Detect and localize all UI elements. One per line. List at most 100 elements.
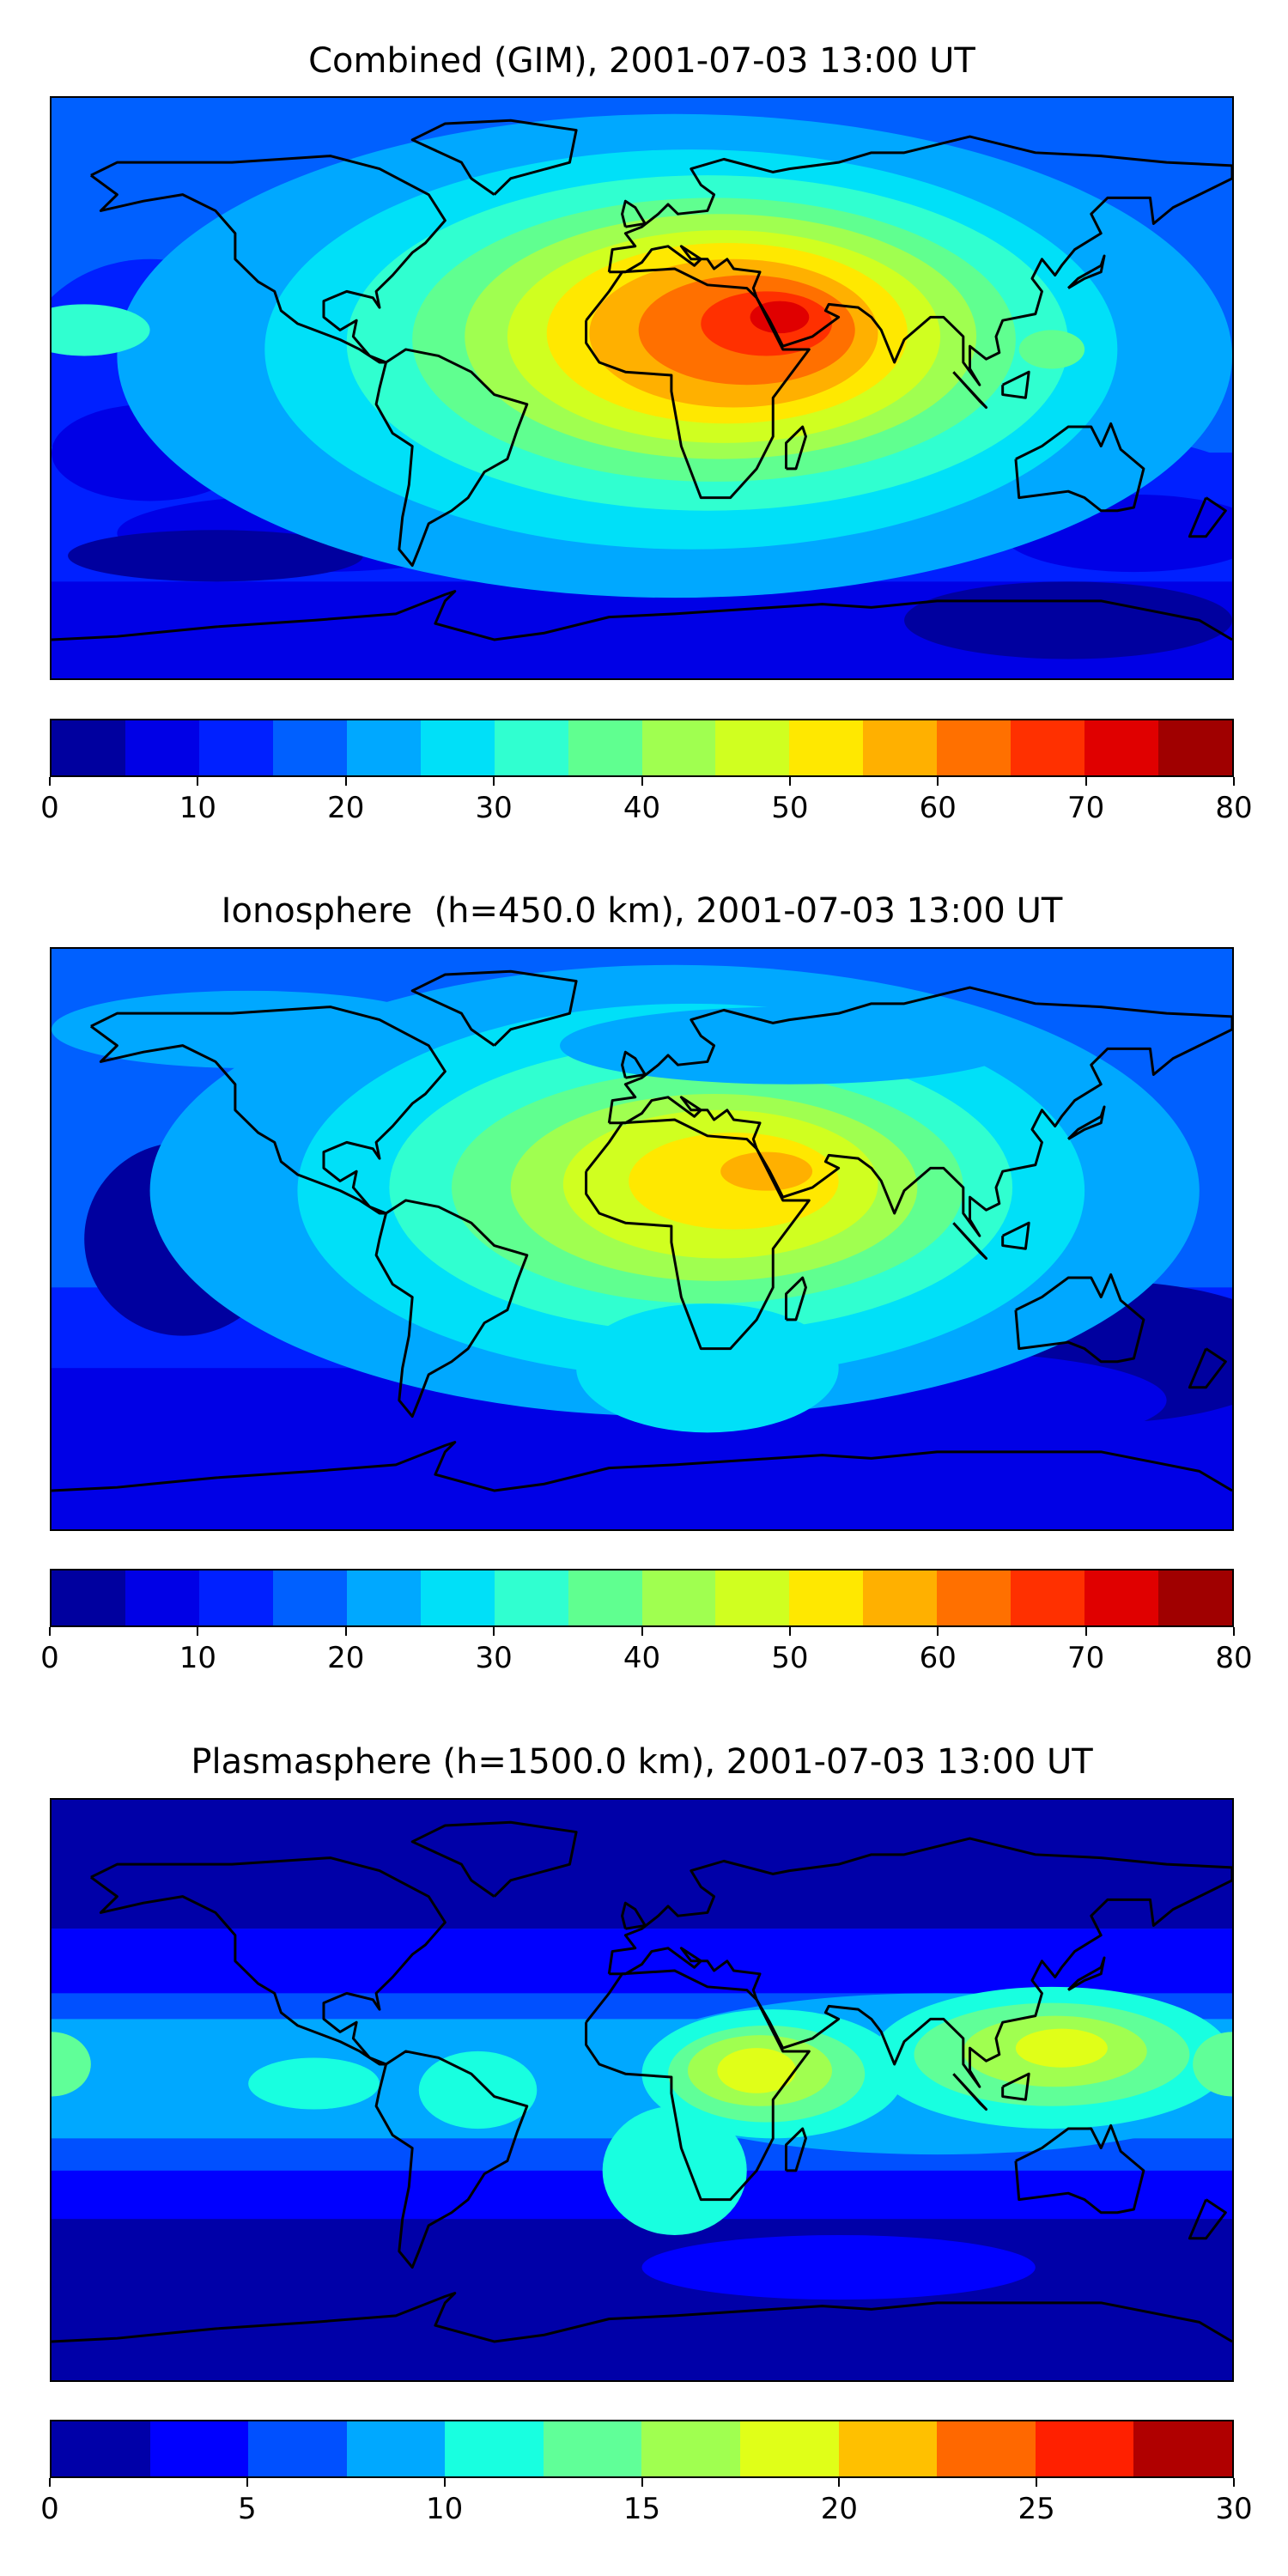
colorbar-segment bbox=[1084, 1571, 1159, 1625]
contour-level-region bbox=[560, 1006, 1019, 1084]
colorbar-ticks: 0 10 20 30 40 50 60 70 80 bbox=[40, 777, 1253, 829]
coastline-australia bbox=[1014, 2123, 1145, 2215]
tick-mark bbox=[788, 777, 791, 786]
coastline-north-america bbox=[89, 155, 447, 364]
contour-level-region bbox=[1018, 330, 1085, 369]
contour-level-region bbox=[602, 2105, 747, 2235]
colorbar bbox=[50, 2420, 1234, 2478]
tick-label: 20 bbox=[327, 1641, 365, 1675]
colorbar-segment bbox=[863, 1571, 938, 1625]
colorbar-segment bbox=[248, 2421, 347, 2476]
tick-mark bbox=[443, 2478, 446, 2487]
tick-mark bbox=[641, 777, 643, 786]
coastline-madagascar bbox=[785, 2127, 807, 2172]
coastline-new-zealand bbox=[1188, 2198, 1227, 2240]
tick-label: 60 bbox=[919, 791, 957, 825]
tick-label: 40 bbox=[623, 1641, 661, 1675]
coastline-great-britain bbox=[621, 1901, 647, 1930]
tick-mark bbox=[937, 1627, 939, 1636]
tick-label: 50 bbox=[771, 1641, 809, 1675]
contour-level-region bbox=[248, 2057, 380, 2110]
colorbar-segment bbox=[1011, 720, 1085, 775]
colorbar-segment bbox=[125, 1571, 199, 1625]
colorbar-ticks: 0 10 20 30 40 50 60 70 80 bbox=[40, 1627, 1253, 1679]
coastline-south-america bbox=[374, 1199, 529, 1419]
tick-label: 30 bbox=[475, 1641, 513, 1675]
tick-mark bbox=[197, 1627, 199, 1636]
contour-level-region bbox=[904, 581, 1232, 659]
colorbar-segment bbox=[272, 720, 347, 775]
coastline-new-zealand bbox=[1188, 496, 1227, 538]
contour-level-region bbox=[52, 2032, 91, 2097]
tick-mark bbox=[197, 777, 199, 786]
colorbar-segment bbox=[1011, 1571, 1085, 1625]
colorbar-segment bbox=[543, 2421, 642, 2476]
plot-title: Ionosphere (h=450.0 km), 2001-07-03 13:0… bbox=[221, 891, 1063, 931]
coastline-africa bbox=[585, 267, 811, 500]
coastline-north-america bbox=[89, 1005, 447, 1215]
tick-mark bbox=[493, 777, 495, 786]
contour-level-region bbox=[576, 1303, 839, 1433]
tick-mark bbox=[493, 1627, 495, 1636]
tick-mark bbox=[641, 2478, 643, 2487]
tick-label: 80 bbox=[1215, 1641, 1253, 1675]
coastline-eurasia bbox=[607, 1837, 1232, 2088]
colorbar-segment bbox=[420, 1571, 495, 1625]
map-plot bbox=[50, 1798, 1234, 2382]
coastline-antarctica bbox=[52, 2292, 1232, 2343]
colorbar-segment bbox=[52, 1571, 125, 1625]
coastline-greenland bbox=[410, 969, 578, 1047]
tick-mark bbox=[937, 777, 939, 786]
colorbar-segment bbox=[272, 1571, 347, 1625]
tick-mark bbox=[246, 2478, 248, 2487]
tick-mark bbox=[1036, 2478, 1038, 2487]
coastline-south-america bbox=[374, 348, 529, 568]
colorbar-segment bbox=[346, 720, 421, 775]
contour-map bbox=[52, 949, 1232, 1529]
tick-label: 5 bbox=[238, 2492, 257, 2526]
colorbar-segment bbox=[125, 720, 199, 775]
tick-mark bbox=[344, 1627, 347, 1636]
map-plot bbox=[50, 96, 1234, 680]
colorbar-segment bbox=[149, 2421, 249, 2476]
contour-level-region bbox=[68, 530, 363, 582]
contour-map bbox=[52, 1800, 1232, 2380]
tick-mark bbox=[1233, 777, 1235, 786]
colorbar-segment bbox=[198, 1571, 273, 1625]
coastline-madagascar bbox=[785, 425, 807, 471]
colorbar-segment bbox=[1158, 720, 1232, 775]
tick-label: 25 bbox=[1018, 2492, 1055, 2526]
colorbar-segment bbox=[1084, 720, 1159, 775]
contour-level-region bbox=[52, 2219, 1232, 2380]
coastline-madagascar bbox=[785, 1276, 807, 1321]
coastline-africa bbox=[585, 1118, 811, 1351]
tick-label: 15 bbox=[623, 2492, 661, 2526]
coastline-sumatra bbox=[952, 2073, 988, 2111]
tick-label: 50 bbox=[771, 791, 809, 825]
colorbar-segment bbox=[937, 2421, 1036, 2476]
colorbar-segment bbox=[494, 720, 568, 775]
coastline-antarctica bbox=[52, 1441, 1232, 1492]
coastline-borneo bbox=[1001, 1221, 1030, 1250]
tick-label: 30 bbox=[1215, 2492, 1253, 2526]
coastline-borneo bbox=[1001, 370, 1030, 399]
colorbar-segment bbox=[715, 720, 790, 775]
coastline-great-britain bbox=[621, 1050, 647, 1079]
contour-level-region bbox=[52, 1929, 1232, 1994]
tick-label: 20 bbox=[820, 2492, 858, 2526]
coastline-sumatra bbox=[952, 371, 988, 410]
coastline-antarctica bbox=[52, 590, 1232, 641]
coastline-eurasia bbox=[607, 986, 1232, 1237]
colorbar-segment bbox=[1133, 2421, 1232, 2476]
colorbar-segment bbox=[838, 2421, 938, 2476]
colorbar-segment bbox=[52, 720, 125, 775]
colorbar-segment bbox=[715, 1571, 790, 1625]
contour-level-region bbox=[750, 301, 810, 334]
colorbar-segment bbox=[1035, 2421, 1134, 2476]
contour-level-region bbox=[641, 2235, 1036, 2300]
coastline-eurasia bbox=[607, 135, 1232, 386]
colorbar-segment bbox=[52, 2421, 150, 2476]
coastline-australia bbox=[1014, 422, 1145, 513]
colorbar-segment bbox=[346, 2421, 446, 2476]
tick-label: 10 bbox=[426, 2492, 464, 2526]
